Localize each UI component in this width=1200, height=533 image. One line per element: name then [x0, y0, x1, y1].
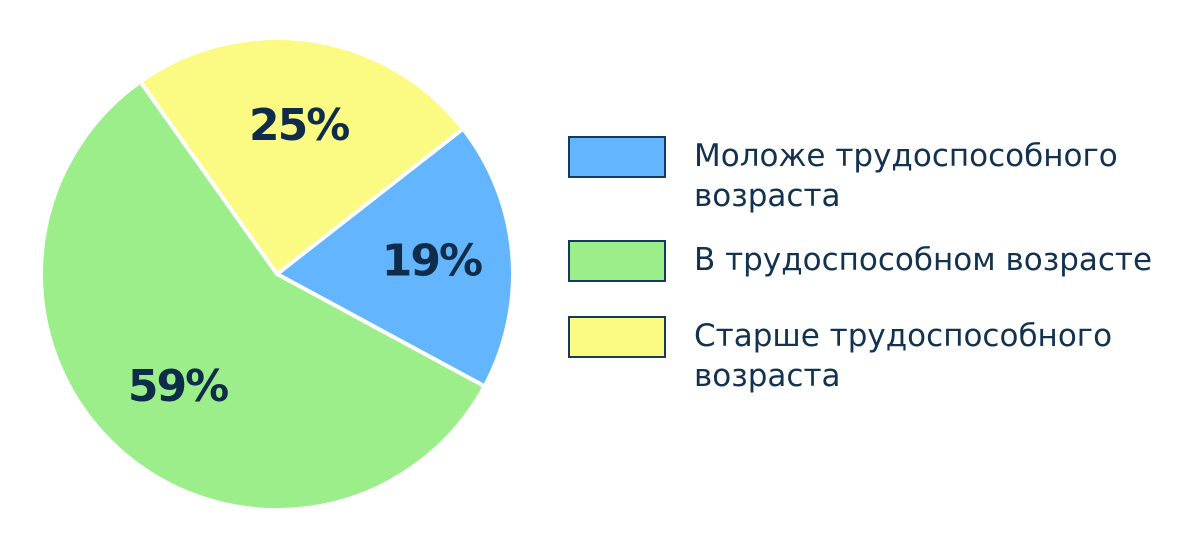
- legend-swatch-working: [568, 240, 666, 282]
- legend-swatch-younger: [568, 136, 666, 178]
- legend-swatch-older: [568, 316, 666, 358]
- legend-label-older: Старше трудоспособного возраста: [694, 318, 1113, 394]
- legend-label-working: В трудоспособном возрасте: [694, 242, 1153, 278]
- pie-slice-younger: [275, 126, 515, 389]
- legend-item-younger: Моложе трудоспособного возраста: [568, 136, 1184, 216]
- pie-label-working: 59%: [128, 361, 228, 412]
- pie-label-older: 25%: [249, 100, 349, 151]
- pie-slice-older: [138, 36, 465, 276]
- legend-label-younger: Моложе трудоспособного возраста: [694, 138, 1118, 214]
- pie-labels: 19% 59% 25%: [128, 100, 484, 412]
- pie-slices: [39, 36, 515, 512]
- pie-label-younger: 19%: [382, 236, 482, 287]
- legend-item-working: В трудоспособном возрасте: [568, 240, 1184, 282]
- pie-slice-working: [39, 79, 487, 512]
- legend-item-older: Старше трудоспособного возраста: [568, 316, 1184, 396]
